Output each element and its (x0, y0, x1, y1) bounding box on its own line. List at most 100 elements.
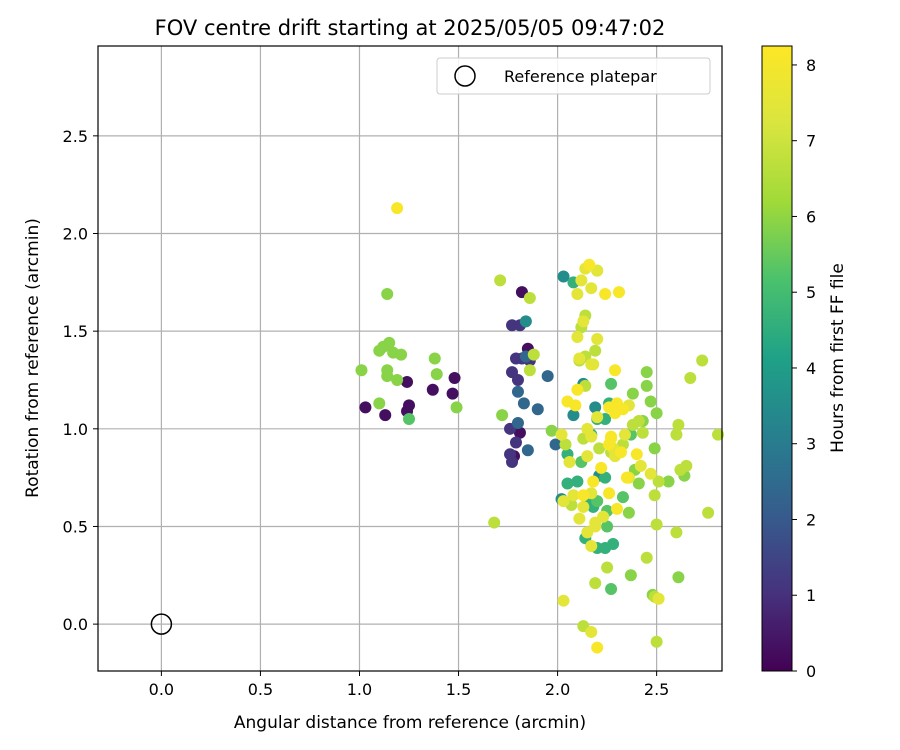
data-point (632, 415, 645, 427)
data-point (373, 397, 386, 410)
data-point (607, 538, 620, 551)
data-point (605, 430, 618, 443)
data-point (559, 438, 572, 451)
data-point (581, 422, 594, 435)
x-axis-label: Angular distance from reference (arcmin) (234, 713, 586, 733)
data-point (379, 409, 392, 422)
x-tick-label: 2.5 (644, 680, 669, 699)
y-tick-label: 1.5 (63, 322, 88, 341)
colorbar-tick-label: 2 (806, 510, 816, 529)
data-point (620, 471, 633, 484)
data-point (381, 370, 394, 383)
data-point (517, 397, 530, 410)
data-point (496, 409, 509, 422)
data-point (488, 516, 501, 529)
data-point (403, 413, 416, 426)
data-point (587, 475, 600, 488)
legend-label: Reference platepar (504, 67, 657, 86)
data-point (634, 459, 647, 472)
data-point (583, 258, 596, 271)
data-point (605, 582, 618, 595)
colorbar-tick-label: 6 (806, 207, 816, 226)
data-point (571, 475, 584, 488)
plot-frame (97, 45, 723, 672)
data-point (577, 489, 590, 502)
data-point (383, 336, 396, 349)
data-point (622, 506, 635, 519)
data-point (448, 372, 461, 385)
x-tick-label: 0.5 (248, 680, 273, 699)
data-point (616, 491, 629, 504)
data-point (450, 401, 463, 414)
data-point (446, 387, 459, 400)
data-point (593, 442, 606, 455)
data-point (426, 383, 439, 396)
data-point (648, 442, 661, 455)
data-point (403, 399, 416, 412)
data-point (511, 416, 524, 429)
data-point (563, 456, 576, 469)
data-point (355, 364, 368, 377)
data-point (702, 506, 715, 519)
data-point (567, 409, 580, 422)
data-point (636, 426, 649, 439)
data-point (571, 383, 584, 396)
data-point (624, 569, 637, 582)
data-point (589, 344, 602, 357)
data-point (589, 401, 602, 414)
data-point (549, 438, 562, 451)
data-point (359, 401, 372, 414)
data-point (614, 446, 627, 459)
data-point (571, 331, 584, 344)
x-tick-label: 1.5 (446, 680, 471, 699)
data-point (571, 288, 584, 301)
legend-marker-icon (454, 65, 476, 87)
reference-marker-group (150, 613, 173, 635)
y-tick-label: 2.5 (63, 127, 88, 146)
data-point (557, 495, 570, 508)
data-point (609, 364, 622, 377)
colorbar-tick-label: 5 (806, 283, 816, 302)
reference-platepar-marker (150, 613, 173, 635)
data-point (569, 399, 582, 412)
data-point (557, 594, 570, 607)
x-tick-label: 1.0 (347, 680, 372, 699)
data-point (644, 395, 657, 408)
colorbar-tick-label: 7 (806, 132, 816, 151)
data-point (597, 510, 610, 523)
data-point (632, 477, 645, 490)
data-point (672, 418, 685, 431)
data-point (577, 315, 590, 328)
colorbar-tick-label: 0 (806, 662, 816, 681)
data-point (494, 274, 507, 287)
data-point (652, 475, 665, 488)
data-point (601, 561, 614, 574)
data-point (430, 368, 443, 381)
colorbar-tick-label: 3 (806, 435, 816, 454)
data-point (557, 270, 570, 283)
data-point (630, 448, 643, 461)
data-point (561, 477, 574, 490)
legend-box (436, 57, 711, 95)
data-point (585, 282, 598, 295)
data-point (670, 526, 683, 539)
data-point (652, 592, 665, 605)
data-point (521, 444, 534, 457)
chart-title: FOV centre drift starting at 2025/05/05 … (155, 16, 666, 40)
data-point (672, 571, 685, 584)
data-point (599, 288, 612, 301)
y-tick-label: 0.0 (63, 615, 88, 634)
data-point (573, 352, 586, 365)
data-point (527, 348, 540, 361)
data-point (585, 625, 598, 638)
data-point (599, 471, 612, 484)
data-point (395, 348, 408, 361)
data-point (567, 489, 580, 502)
data-point (575, 274, 588, 287)
data-point (644, 467, 657, 480)
data-point (611, 502, 624, 515)
data-point (577, 500, 590, 513)
grid (98, 46, 722, 671)
x-tick-label: 0.0 (149, 680, 174, 699)
